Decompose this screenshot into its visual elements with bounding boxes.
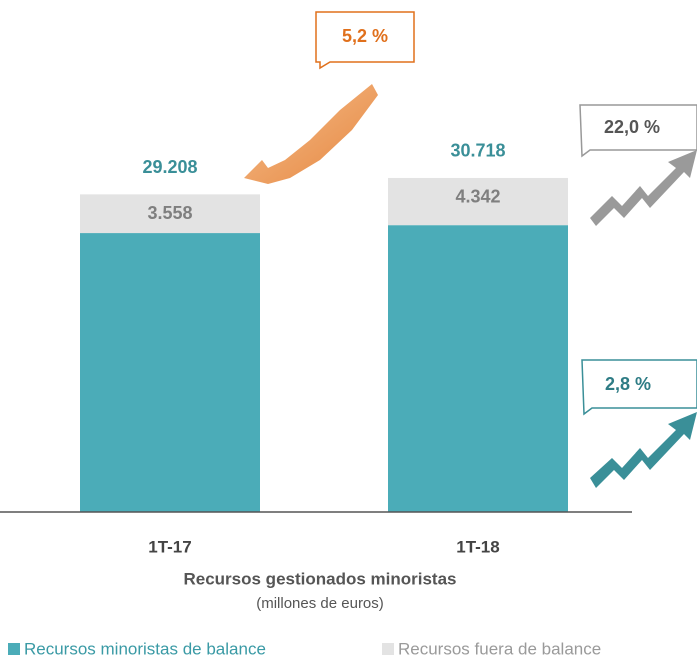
legend-swatch xyxy=(382,643,394,655)
annotation: 5,2 % xyxy=(342,26,388,46)
bar-segment xyxy=(388,177,568,226)
total-label: 29.208 xyxy=(142,157,197,177)
chart-title: Recursos gestionados minoristas xyxy=(183,569,456,588)
annotation-box xyxy=(315,11,415,70)
total-label: 30.718 xyxy=(450,141,505,161)
teal-arrow xyxy=(590,412,697,488)
legend-label: Recursos fuera de balance xyxy=(398,639,601,658)
bar-segment xyxy=(388,225,568,512)
bar-segment xyxy=(80,233,260,512)
segment-label: 3.558 xyxy=(147,203,192,223)
annotation-box xyxy=(581,359,697,416)
x-tick-label: 1T-18 xyxy=(456,537,499,556)
annotation-box xyxy=(579,104,697,158)
annotation: 2,8 % xyxy=(605,374,651,394)
annotation: 22,0 % xyxy=(604,117,660,137)
x-tick-label: 1T-17 xyxy=(148,537,191,556)
orange-arrow xyxy=(244,84,378,184)
legend-label: Recursos minoristas de balance xyxy=(24,639,266,658)
bar-segment xyxy=(80,194,260,234)
gray-arrow xyxy=(590,150,697,226)
legend-swatch xyxy=(8,643,20,655)
chart-subtitle: (millones de euros) xyxy=(256,595,384,612)
segment-label: 4.342 xyxy=(455,187,500,207)
